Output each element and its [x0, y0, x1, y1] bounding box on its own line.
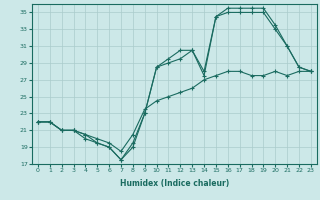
X-axis label: Humidex (Indice chaleur): Humidex (Indice chaleur)	[120, 179, 229, 188]
